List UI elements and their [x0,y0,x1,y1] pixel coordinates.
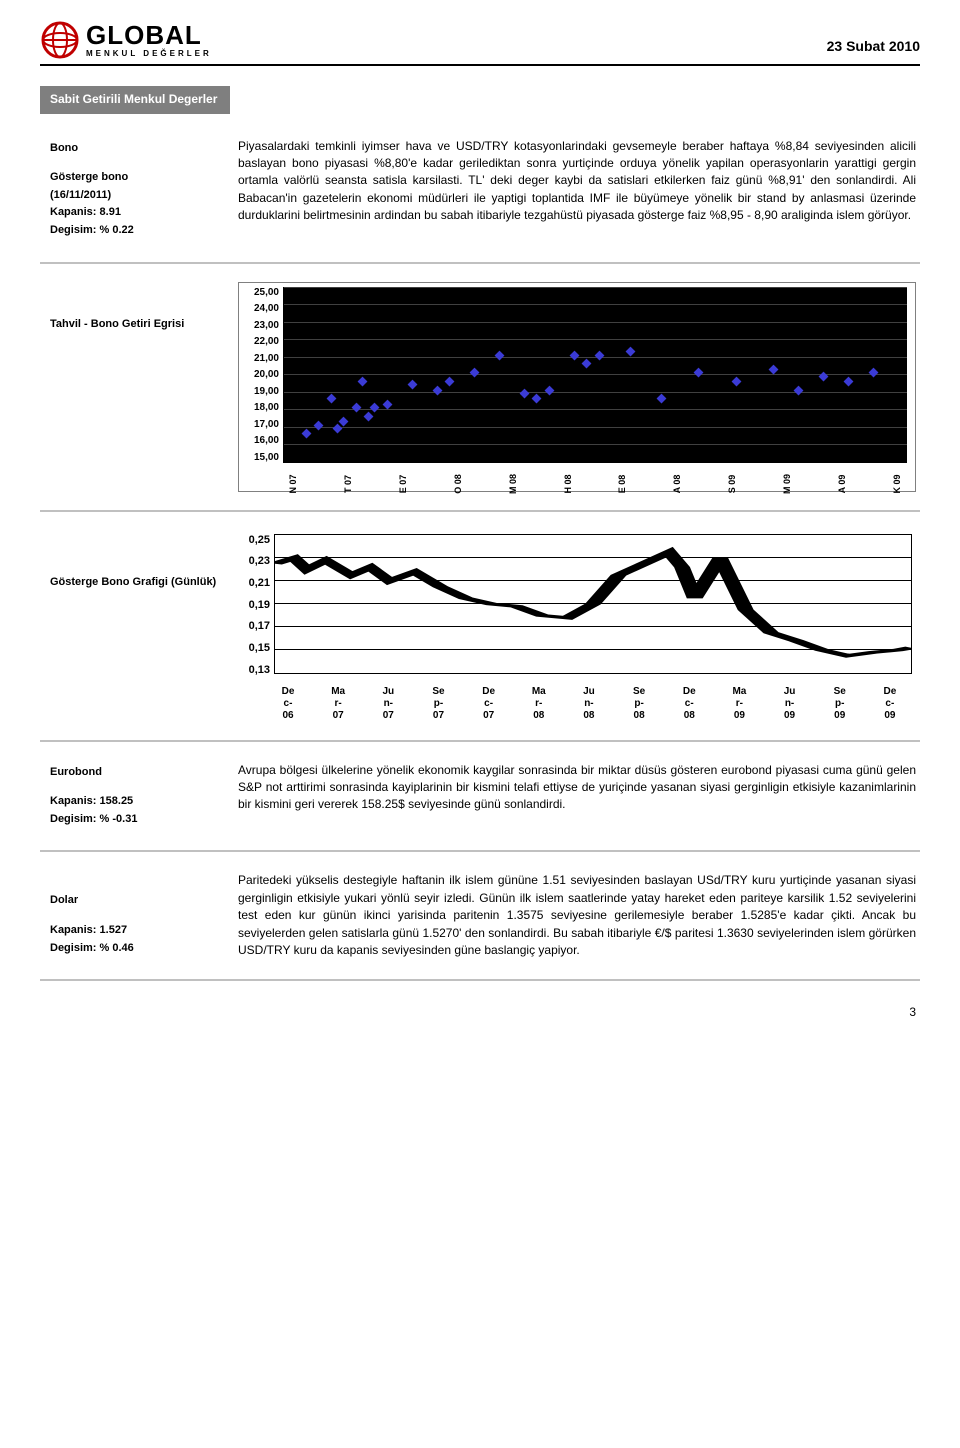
dolar-row: Dolar Kapanis: 1.527 Degisim: % 0.46 Par… [40,856,920,981]
chart2-svg [275,535,911,673]
logo: GLOBAL MENKUL DEĞERLER [40,20,212,60]
chart1-yaxis: 25,0024,0023,0022,0021,0020,0019,0018,00… [239,283,283,491]
report-date: 23 Subat 2010 [827,38,920,54]
dolar-body: Paritedeki yükselis destegiyle haftanin … [230,866,920,965]
eurobond-row: Eurobond Kapanis: 158.25 Degisim: % -0.3… [40,746,920,853]
eurobond-degisim: Degisim: % -0.31 [50,811,220,829]
chart2-yaxis: 0,250,230,210,190,170,150,13 [234,532,274,722]
chart1-container: 25,0024,0023,0022,0021,0020,0019,0018,00… [230,278,920,496]
eurobond-body: Avrupa bölgesi ülkelerine yönelik ekonom… [230,756,920,837]
chart2-title-text: Gösterge Bono Grafigi (Günlük) [50,574,220,592]
chart1-title: Tahvil - Bono Getiri Egrisi [40,278,230,496]
eurobond-kapanis: Kapanis: 158.25 [50,793,220,811]
bono-kapanis: Kapanis: 8.91 [50,204,220,222]
chart1-plot [283,287,907,463]
chart2-title: Gösterge Bono Grafigi (Günlük) [40,526,230,726]
globe-icon [40,20,80,60]
section-title-row: Sabit Getirili Menkul Degerler [40,86,920,114]
chart2-xaxis: Dec-06Mar-07Jun-07Sep-07Dec-07Mar-08Jun-… [274,686,904,722]
dolar-heading: Dolar [50,892,220,910]
chart1-xaxis: N 07T 07E 07O 08M 08H 08E 08A 08S 09M 09… [283,479,907,489]
bono-degisim: Degisim: % 0.22 [50,222,220,240]
chart1-title-text: Tahvil - Bono Getiri Egrisi [50,316,220,334]
bond-daily-row: Gösterge Bono Grafigi (Günlük) 0,250,230… [40,516,920,742]
section-title: Sabit Getirili Menkul Degerler [40,86,230,114]
dolar-meta: Dolar Kapanis: 1.527 Degisim: % 0.46 [40,866,230,965]
page-number: 3 [40,1005,920,1019]
bono-meta: Bono Gösterge bono (16/11/2011) Kapanis:… [40,132,230,248]
page-header: GLOBAL MENKUL DEĞERLER 23 Subat 2010 [40,20,920,66]
yield-curve-chart: 25,0024,0023,0022,0021,0020,0019,0018,00… [238,282,916,492]
bono-body: Piyasalardaki temkinli iyimser hava ve U… [230,132,920,248]
logo-sub-text: MENKUL DEĞERLER [86,50,212,58]
chart1-points [284,287,907,462]
bond-daily-chart: 0,250,230,210,190,170,150,13 Dec-06Mar-0… [234,532,912,722]
bono-row: Bono Gösterge bono (16/11/2011) Kapanis:… [40,122,920,264]
eurobond-meta: Eurobond Kapanis: 158.25 Degisim: % -0.3… [40,756,230,837]
chart2-plot [274,534,912,674]
bono-maturity: (16/11/2011) [50,187,220,205]
bono-heading: Bono [50,140,220,158]
dolar-degisim: Degisim: % 0.46 [50,940,220,958]
dolar-kapanis: Kapanis: 1.527 [50,922,220,940]
eurobond-heading: Eurobond [50,764,220,782]
bono-subheading: Gösterge bono [50,169,220,187]
yield-curve-row: Tahvil - Bono Getiri Egrisi 25,0024,0023… [40,268,920,512]
logo-main-text: GLOBAL [86,22,212,48]
chart2-container: 0,250,230,210,190,170,150,13 Dec-06Mar-0… [230,526,920,726]
